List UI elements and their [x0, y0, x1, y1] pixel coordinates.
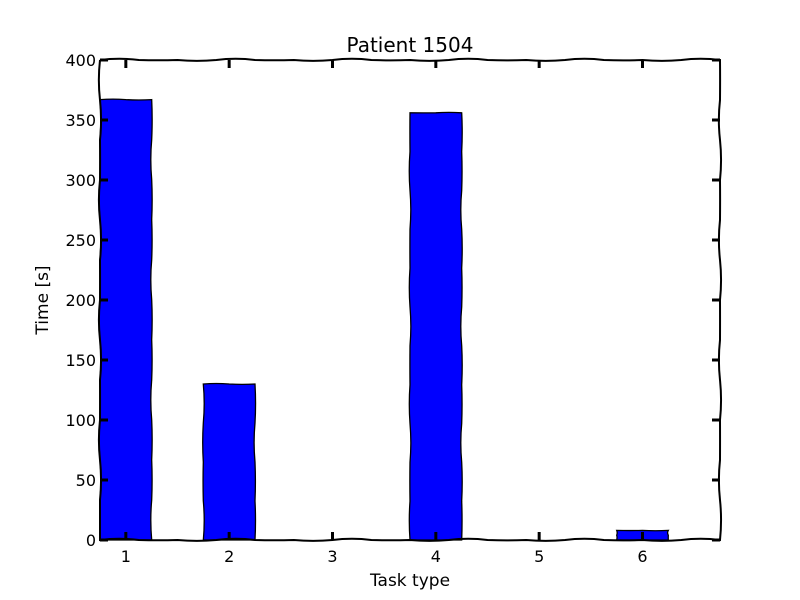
x-tick-label: 3: [327, 547, 337, 566]
y-tick-label: 300: [65, 171, 96, 190]
bars-group: [98, 98, 670, 541]
chart-title: Patient 1504: [347, 33, 474, 57]
bar-task-2: [202, 382, 257, 541]
y-tick-label: 200: [65, 291, 96, 310]
x-axis-label: Task type: [369, 571, 450, 591]
tick-labels-group: 1 2 3 4 5 6 0 50 100 150 200 250 300 350 400: [65, 51, 647, 566]
y-tick-label: 100: [65, 411, 96, 430]
x-tick-label: 6: [637, 547, 647, 566]
x-tick-label: 2: [224, 547, 234, 566]
y-axis-label: Time [s]: [33, 265, 53, 335]
y-tick-label: 0: [86, 531, 96, 550]
y-tick-label: 250: [65, 231, 96, 250]
y-tick-label: 400: [65, 51, 96, 70]
x-tick-label: 5: [534, 547, 544, 566]
bar-task-1: [98, 98, 153, 541]
x-tick-label: 1: [121, 547, 131, 566]
y-tick-label: 350: [65, 111, 96, 130]
bar-task-4: [408, 111, 463, 541]
y-tick-label: 150: [65, 351, 96, 370]
plot-frame: [97, 57, 723, 542]
y-tick-label: 50: [76, 471, 96, 490]
x-tick-label: 4: [431, 547, 441, 566]
